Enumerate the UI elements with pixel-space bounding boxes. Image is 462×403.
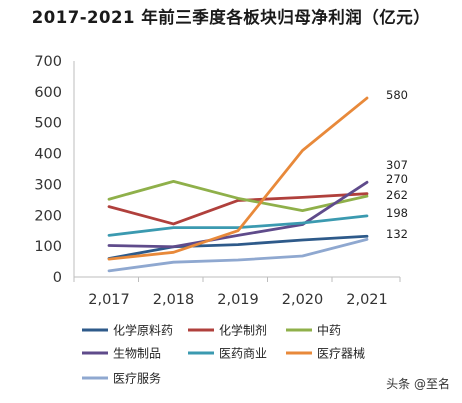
data-label: 262 [386,188,408,202]
legend-label: 化学制剂 [219,323,267,338]
y-tick-label: 200 [34,208,62,224]
series-line-1 [107,234,369,260]
data-label: 198 [386,206,408,220]
series-line-6 [107,96,369,261]
watermark: 头条 @至名 [386,377,450,391]
legend-label: 医药商业 [219,346,267,361]
y-tick-label: 300 [34,177,62,193]
legend-label: 生物制品 [113,347,161,361]
y-tick-label: 400 [34,147,62,163]
x-tick-label: 2,017 [88,292,130,308]
data-label: 270 [386,172,408,186]
data-label: 307 [386,158,408,172]
legend-label: 医疗器械 [317,346,365,361]
x-tick-label: 2,021 [346,292,388,308]
y-tick-label: 700 [34,54,62,70]
y-tick-label: 500 [34,116,62,132]
series-line-7 [107,237,369,273]
legend-label: 中药 [317,323,341,338]
series-line-5 [107,214,369,237]
series-line-3 [107,179,369,213]
series-line-2 [107,192,369,226]
series-line-4 [107,180,369,249]
x-tick-label: 2,019 [217,292,259,308]
legend-label: 化学原料药 [113,323,173,338]
y-tick-label: 100 [34,239,62,255]
data-label: 580 [386,88,408,102]
data-label: 132 [386,227,408,241]
y-tick-label: 600 [34,85,62,101]
chart-title: 2017-2021 年前三季度各板块归母净利润（亿元） [31,8,431,27]
y-tick-label: 0 [53,270,62,286]
x-tick-label: 2,020 [282,292,324,308]
legend-label: 医疗服务 [113,371,161,386]
x-tick-label: 2,018 [153,292,195,308]
